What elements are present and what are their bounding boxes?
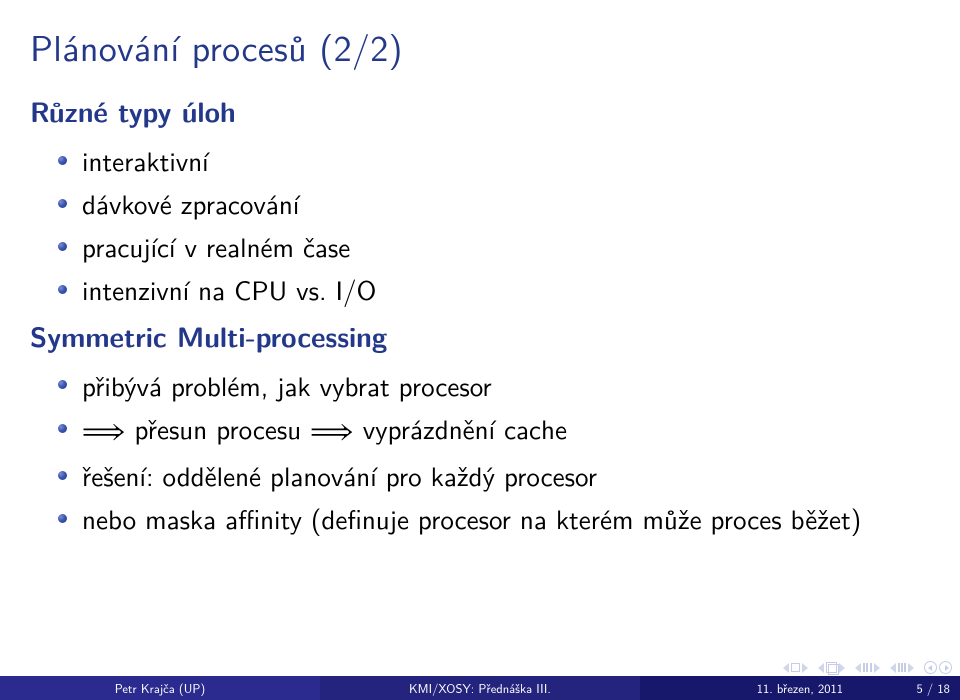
list-item: interaktivní bbox=[58, 141, 930, 180]
beamer-nav-symbols[interactable] bbox=[783, 661, 952, 674]
nav-slide-icon[interactable] bbox=[783, 663, 808, 673]
nav-section-icon[interactable] bbox=[855, 663, 879, 673]
nav-back-forward-icon[interactable] bbox=[924, 661, 952, 674]
footer-date-page: 11. březen, 2011 5 / 18 bbox=[640, 676, 960, 700]
list-item: dávkové zpracování bbox=[58, 184, 930, 223]
footer-page-number: 5 / 18 bbox=[917, 679, 950, 697]
bullet-list-smp: přibývá problém, jak vybrat procesor ⟹ p… bbox=[30, 366, 930, 539]
list-item: intenzivní na CPU vs. I/O bbox=[58, 270, 930, 309]
list-item: přibývá problém, jak vybrat procesor bbox=[58, 366, 930, 405]
list-item: řešení: oddělené planování pro každý pro… bbox=[58, 456, 930, 495]
section-heading-task-types: Různé typy úloh bbox=[30, 91, 930, 131]
slide-footer: Petr Krajča (UP) KMI/XOSY: Přednáška III… bbox=[0, 676, 960, 700]
nav-frame-icon[interactable] bbox=[818, 662, 845, 673]
implies-arrow-icon: ⟹ bbox=[310, 419, 354, 446]
list-item: pracující v realném čase bbox=[58, 227, 930, 266]
footer-title: KMI/XOSY: Přednáška III. bbox=[320, 676, 640, 700]
section-heading-smp: Symmetric Multi-processing bbox=[30, 316, 930, 356]
slide-title: Plánování procesů (2/2) bbox=[30, 20, 930, 73]
implies-arrow-icon: ⟹ bbox=[82, 419, 126, 446]
footer-author: Petr Krajča (UP) bbox=[0, 676, 320, 700]
list-item: ⟹ přesun procesu ⟹ vyprázdnění cache bbox=[58, 409, 930, 452]
list-item: nebo maska affinity (definuje procesor n… bbox=[58, 499, 930, 538]
bullet-list-task-types: interaktivní dávkové zpracování pracujíc… bbox=[30, 141, 930, 310]
nav-subsection-icon[interactable] bbox=[890, 663, 914, 673]
footer-date-text: 11. březen, 2011 bbox=[757, 679, 843, 697]
